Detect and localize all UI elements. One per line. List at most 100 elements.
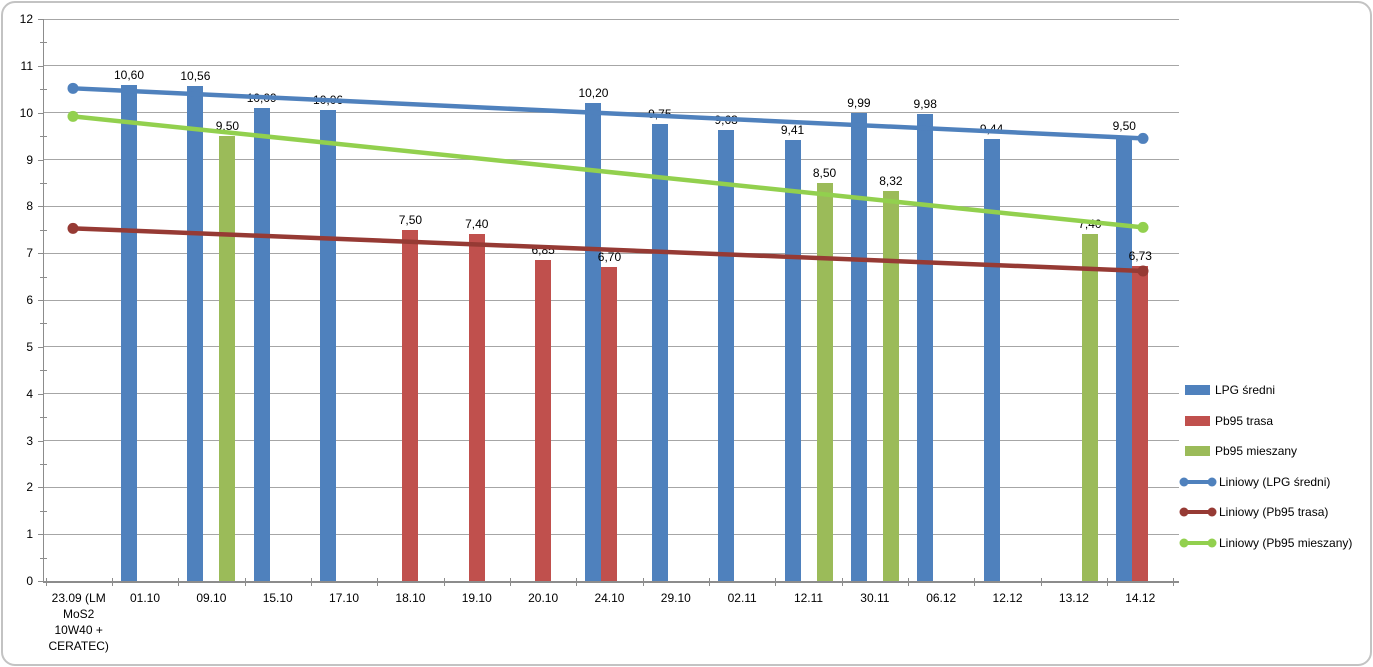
legend-line-swatch [1179, 538, 1217, 547]
bar-pb95-mieszany [219, 136, 236, 581]
y-major-tick [38, 112, 43, 114]
bar-lpg-średni [784, 140, 801, 581]
bar-lpg-średni [983, 138, 1000, 581]
x-tick [576, 578, 578, 586]
x-tick [377, 578, 379, 586]
legend-item: Liniowy (Pb95 trasa) [1179, 505, 1328, 519]
bar-pb95-trasa [468, 234, 485, 581]
x-tick [642, 578, 644, 586]
data-label: 6,85 [531, 243, 555, 258]
legend-label: Liniowy (Pb95 trasa) [1219, 505, 1329, 519]
data-label: 9,41 [780, 123, 805, 138]
bar-lpg-średni [253, 108, 270, 581]
y-minor-tick [40, 89, 47, 91]
bar-pb95-mieszany [1081, 234, 1098, 581]
category-label: 20.10 [528, 591, 559, 605]
x-tick [709, 578, 710, 586]
bar-lpg-średni [320, 109, 337, 581]
y-minor-tick [40, 557, 47, 559]
category-label: 09.10 [196, 591, 227, 605]
y-tick-label: 10 [19, 105, 33, 120]
x-tick [1040, 578, 1042, 586]
legend-bar-swatch [1185, 446, 1210, 456]
trendline-endpoint-marker [1137, 132, 1149, 144]
bar-pb95-mieszany [882, 191, 899, 581]
y-major-tick [38, 19, 43, 20]
trendline-endpoint-marker [1137, 221, 1149, 233]
y-tick-label: 0 [26, 574, 33, 588]
y-minor-tick [40, 370, 47, 372]
category-label: 30.11 [860, 591, 890, 605]
data-label: 8,32 [879, 174, 903, 189]
y-major-tick [38, 393, 43, 395]
bar-pb95-trasa [1132, 265, 1149, 581]
legend-line-swatch [1179, 507, 1217, 517]
category-label: 19.10 [461, 591, 492, 605]
x-tick [841, 578, 843, 586]
category-label: 06.12 [926, 591, 957, 605]
data-label: 9,75 [648, 107, 672, 122]
x-tick [775, 578, 777, 586]
bar-pb95-trasa [402, 229, 419, 581]
bar-lpg-średni [850, 113, 867, 581]
category-label: 13.12 [1058, 591, 1089, 605]
category-label: 29.10 [660, 591, 691, 605]
bar-lpg-średni [187, 86, 204, 581]
bar-lpg-średni [1116, 136, 1133, 581]
y-minor-tick [40, 510, 47, 512]
y-minor-tick [40, 417, 47, 419]
category-label: 18.10 [395, 591, 426, 605]
data-label: 9,98 [913, 96, 937, 111]
y-tick-label: 5 [26, 339, 33, 354]
y-minor-tick [40, 276, 47, 278]
y-minor-tick [40, 182, 47, 184]
y-major-tick [38, 300, 43, 301]
trendline-endpoint-marker [67, 222, 79, 234]
y-tick-label: 6 [26, 293, 33, 307]
legend-line-swatch [1179, 477, 1217, 486]
bar-pb95-trasa [535, 260, 552, 581]
bar-pb95-mieszany [816, 182, 833, 581]
category-label: 02.11 [727, 591, 757, 605]
bar-lpg-średni [718, 129, 735, 581]
data-label: 8,50 [812, 165, 837, 180]
x-axis-line [43, 580, 1179, 583]
legend-label: Pb95 trasa [1215, 413, 1274, 428]
y-major-tick [38, 346, 43, 348]
y-tick-label: 7 [26, 246, 33, 261]
legend-item: LPG średni [1185, 383, 1275, 397]
y-tick-label: 11 [20, 58, 33, 73]
y-major-tick [38, 159, 43, 161]
y-minor-tick [40, 229, 47, 231]
y-tick-label: 3 [26, 433, 33, 448]
x-tick [908, 578, 910, 586]
trendline-endpoint-marker [67, 82, 79, 94]
y-major-tick [38, 487, 43, 489]
y-major-tick [38, 65, 43, 67]
y-tick-label: 4 [26, 386, 33, 401]
legend-bar-swatch [1185, 385, 1210, 395]
legend-bar-swatch [1185, 415, 1210, 426]
data-label: 7,50 [398, 212, 423, 227]
y-major-tick [38, 440, 43, 442]
category-label: 24.10 [594, 591, 625, 605]
data-label: 7,40 [465, 217, 489, 232]
y-gridline [43, 159, 1179, 160]
y-minor-tick [40, 323, 47, 325]
data-label: 9,63 [714, 112, 738, 127]
data-label: 6,70 [597, 250, 622, 265]
x-tick [509, 578, 511, 586]
category-label: 14.12 [1125, 591, 1156, 605]
data-label: 10,09 [246, 91, 277, 106]
legend-label: Liniowy (Pb95 mieszany) [1219, 535, 1353, 550]
x-tick [974, 578, 976, 586]
y-tick-label: 1 [26, 527, 33, 542]
y-tick-label: 2 [26, 480, 33, 495]
data-label: 10,20 [578, 86, 609, 101]
x-tick [111, 578, 113, 586]
x-tick [178, 578, 180, 586]
y-gridline [43, 205, 1179, 207]
y-gridline [43, 112, 1179, 114]
